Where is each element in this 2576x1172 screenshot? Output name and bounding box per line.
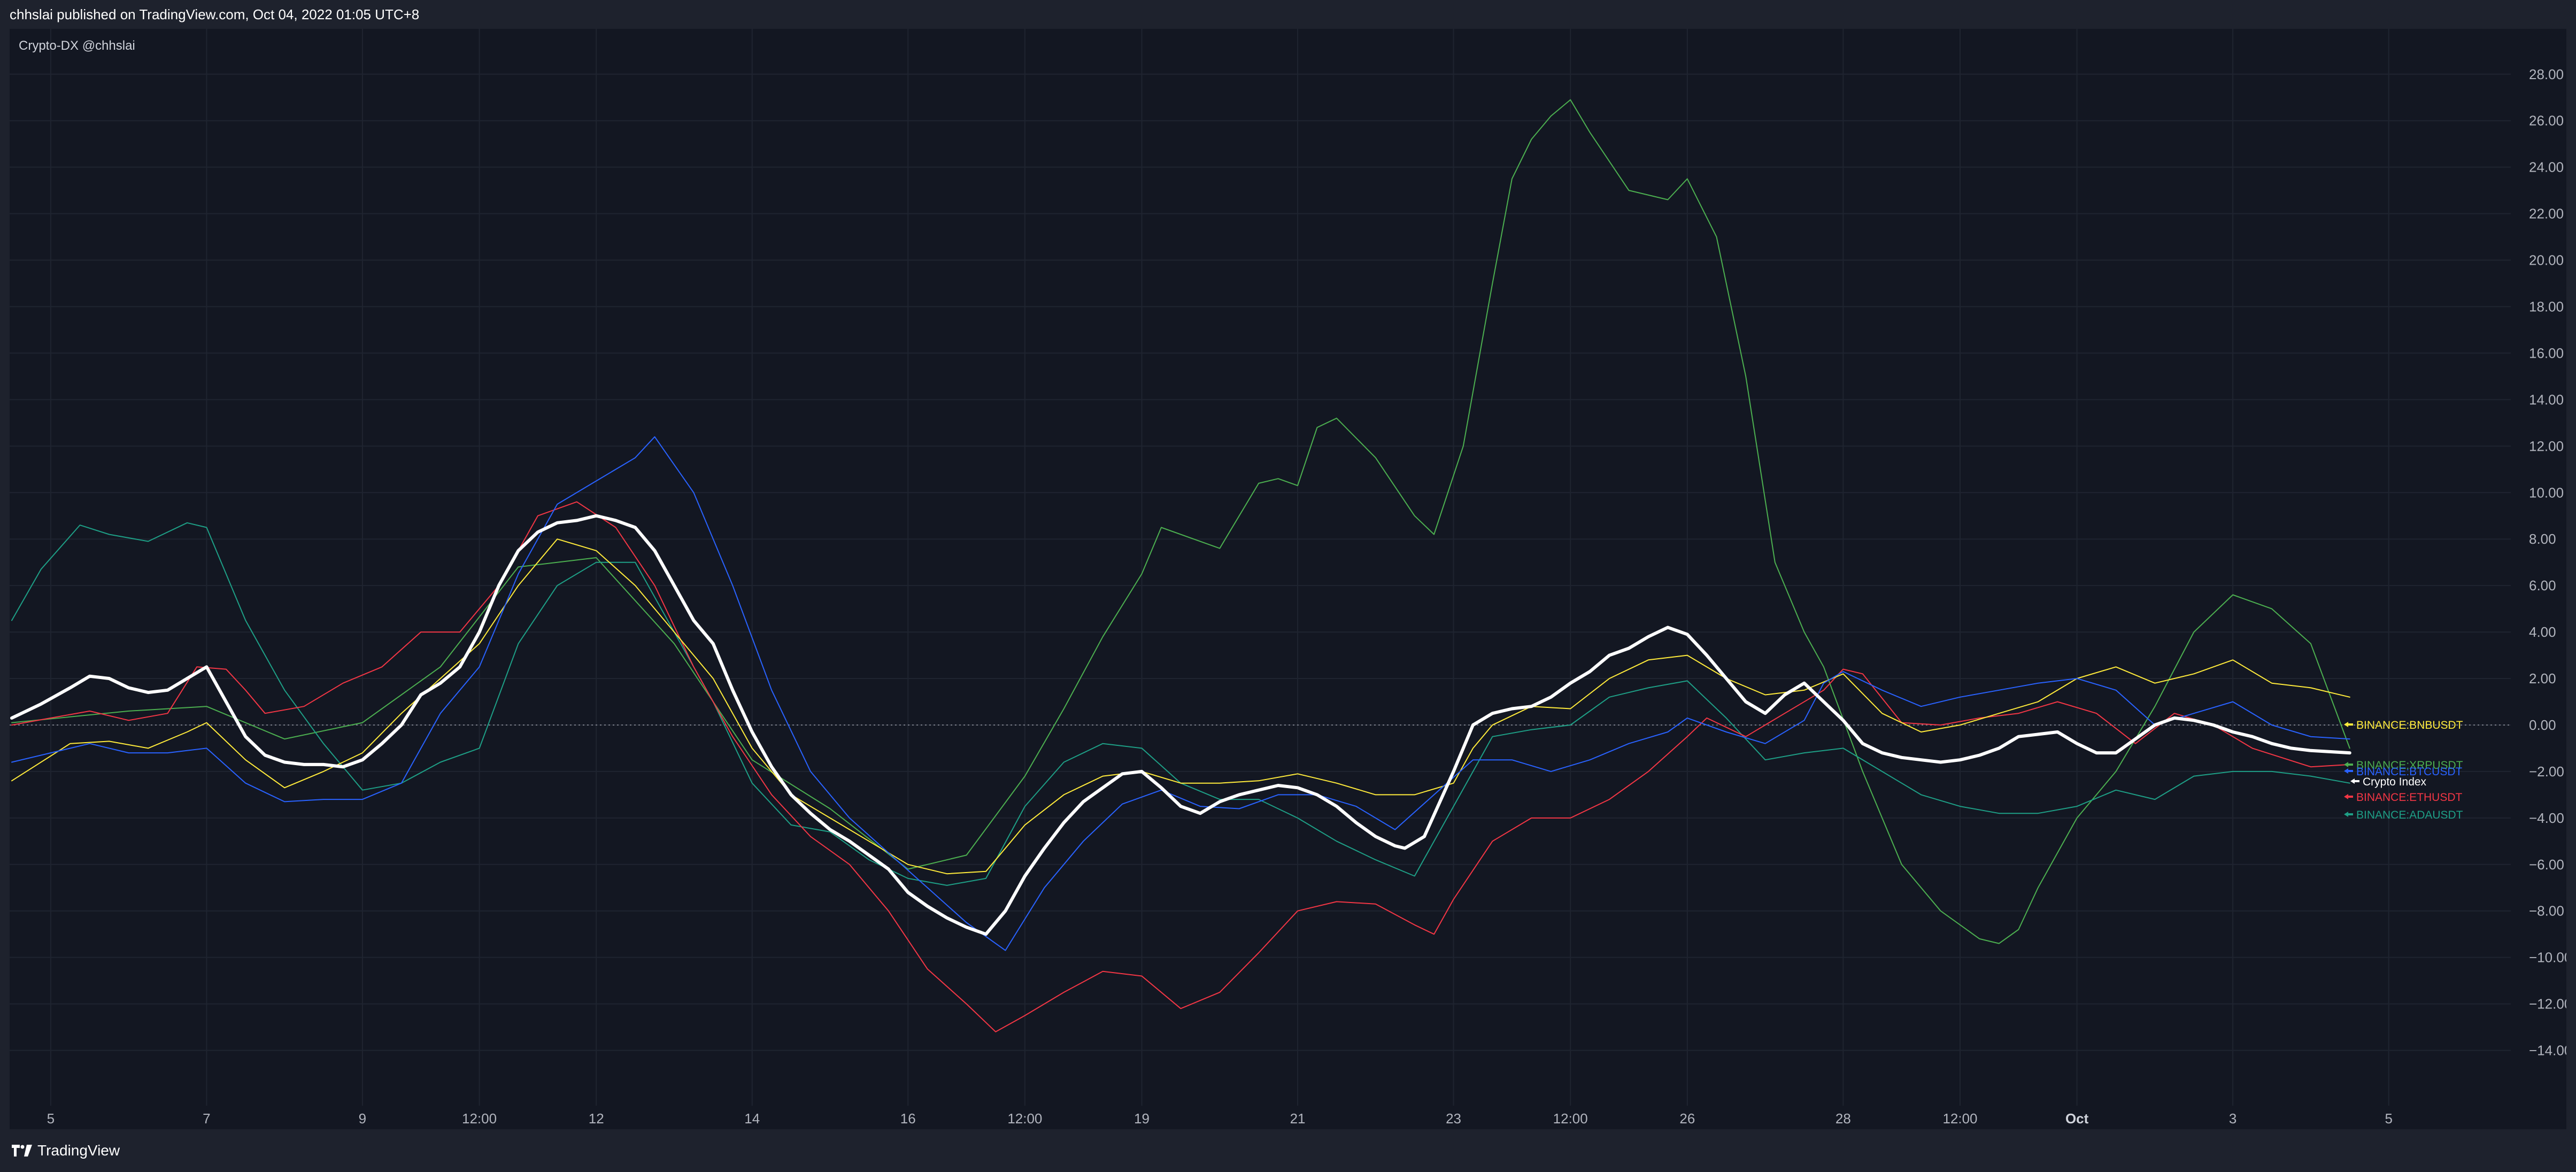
x-tick-label: 26 (1679, 1111, 1695, 1127)
series-line-binance-adausdt[interactable] (11, 522, 2350, 886)
publish-header: chhslai published on TradingView.com, Oc… (0, 0, 2576, 29)
y-tick-label: 14.00 (2529, 391, 2564, 407)
y-tick-label: 6.00 (2529, 577, 2556, 593)
y-tick-label: 10.00 (2529, 484, 2564, 500)
x-tick-label: 7 (203, 1111, 210, 1127)
y-tick-label: 2.00 (2529, 670, 2556, 687)
series-line-crypto-index[interactable] (10, 514, 2351, 936)
y-tick-label: 0.00 (2529, 717, 2556, 733)
y-tick-label: −12.00 (2529, 996, 2566, 1012)
y-tick-label: 18.00 (2529, 298, 2564, 314)
x-tick-label: Oct (2065, 1111, 2089, 1127)
arrow-left-icon (2344, 762, 2353, 767)
y-tick-label: −10.00 (2529, 950, 2566, 966)
y-tick-label: 22.00 (2529, 206, 2564, 222)
series-label-binance-ethusdt: BINANCE:ETHUSDT (2356, 791, 2463, 804)
series-line-binance-bnbusdt[interactable] (11, 538, 2350, 875)
y-tick-label: −2.00 (2529, 764, 2564, 780)
y-tick-label: 16.00 (2529, 345, 2564, 361)
x-tick-label: 3 (2229, 1111, 2236, 1127)
series-label-crypto-index: Crypto Index (2363, 776, 2427, 788)
y-tick-label: 12.00 (2529, 438, 2564, 454)
tradingview-logo[interactable]: TradingView (12, 1141, 120, 1160)
y-tick-label: 26.00 (2529, 113, 2564, 129)
x-tick-label: 21 (1290, 1111, 1306, 1127)
y-tick-label: 4.00 (2529, 624, 2556, 640)
series-layer (10, 99, 2351, 1032)
arrow-left-icon (2344, 812, 2353, 817)
x-tick-label: 28 (1835, 1111, 1851, 1127)
y-tick-label: 20.00 (2529, 252, 2564, 268)
arrow-left-icon (2344, 794, 2353, 799)
y-tick-label: −6.00 (2529, 857, 2564, 873)
arrow-left-icon (2344, 768, 2353, 774)
tradingview-logo-icon (12, 1145, 32, 1156)
published-by-text: chhslai published on TradingView.com, Oc… (10, 6, 420, 22)
chart-svg[interactable]: BINANCE:XRPUSDT BINANCE:ADAUSDT BINANCE:ET… (10, 29, 2566, 1129)
x-tick-label: 14 (744, 1111, 760, 1127)
tradingview-brand: TradingView (37, 1142, 120, 1159)
x-tick-label: 12:00 (1007, 1111, 1042, 1127)
series-label-binance-adausdt: BINANCE:ADAUSDT (2356, 809, 2463, 821)
y-tick-label: 28.00 (2529, 66, 2564, 82)
x-tick-label: 12:00 (1942, 1111, 1977, 1127)
x-tick-label: 19 (1134, 1111, 1150, 1127)
x-tick-label: 23 (1446, 1111, 1461, 1127)
chart-area[interactable]: BINANCE:XRPUSDT BINANCE:ADAUSDT BINANCE:ET… (10, 29, 2566, 1129)
y-tick-label: 24.00 (2529, 159, 2564, 175)
x-axis[interactable]: 5 7 9 12:00 12 14 16 12:00 19 21 23 12:00 26 28 12:00 O… (47, 1111, 2393, 1127)
series-label-binance-btcusdt: BINANCE:BTCUSDT (2356, 766, 2463, 778)
x-tick-label: 12 (589, 1111, 604, 1127)
arrow-left-icon (2350, 778, 2359, 784)
y-tick-label: −4.00 (2529, 810, 2564, 826)
y-axis[interactable]: 28.00 26.00 24.00 22.00 20.00 18.00 16.00 14.00… (2529, 66, 2566, 1059)
chart-title: Crypto-DX @chhslai (19, 38, 135, 53)
series-label-binance-bnbusdt: BINANCE:BNBUSDT (2356, 719, 2463, 731)
series-label-binance-xrpusdt: BINANCE:XRPUSDT (2356, 759, 2463, 772)
plot-background (10, 29, 2511, 1106)
x-tick-label: 5 (47, 1111, 55, 1127)
x-tick-label: 5 (2385, 1111, 2392, 1127)
x-tick-label: 12:00 (1553, 1111, 1588, 1127)
grid-layer (10, 29, 2511, 1106)
y-tick-label: −8.00 (2529, 903, 2564, 919)
x-tick-label: 12:00 (462, 1111, 497, 1127)
arrow-left-icon (2344, 722, 2353, 727)
y-tick-label: −14.00 (2529, 1043, 2566, 1059)
x-tick-label: 16 (900, 1111, 916, 1127)
footer: TradingView (0, 1129, 2576, 1172)
series-labels: BINANCE:XRPUSDT BINANCE:ADAUSDT BINANCE:ET… (2344, 719, 2463, 821)
x-tick-label: 9 (359, 1111, 366, 1127)
y-tick-label: 8.00 (2529, 531, 2556, 547)
series-line-binance-ethusdt[interactable] (11, 501, 2350, 1032)
series-line-binance-btcusdt[interactable] (11, 436, 2350, 951)
